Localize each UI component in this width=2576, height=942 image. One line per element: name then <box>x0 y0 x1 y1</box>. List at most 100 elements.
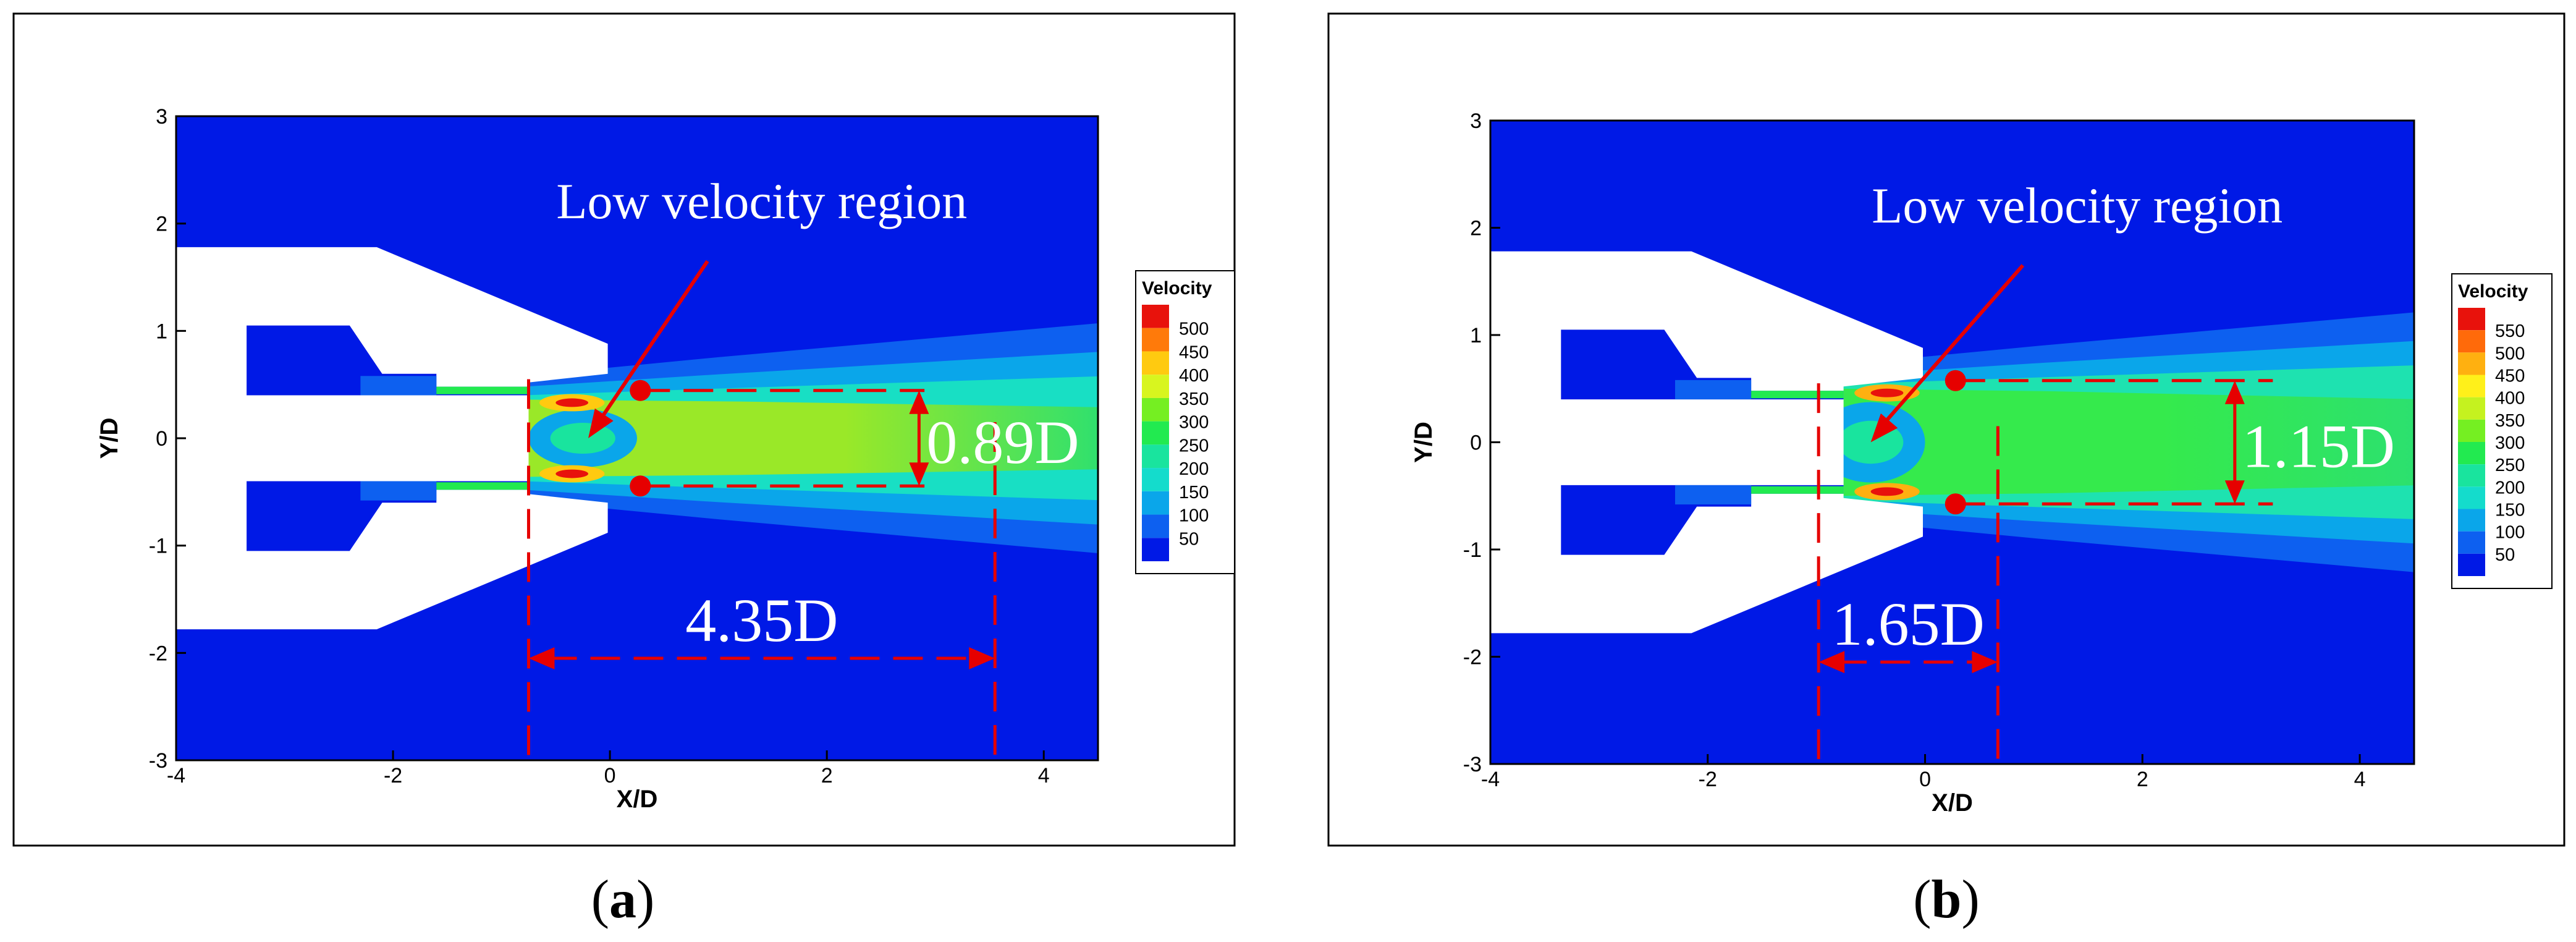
legend-swatch <box>2458 486 2485 509</box>
nozzle-stream-inner <box>1751 486 1844 494</box>
width-arrowhead <box>909 390 929 414</box>
y-tick-label: -2 <box>1463 646 1482 669</box>
legend-level-label: 50 <box>1179 529 1199 549</box>
x-tick-label: -2 <box>1699 768 1717 791</box>
legend-swatch <box>2458 509 2485 532</box>
x-tick-label: 0 <box>1919 768 1931 791</box>
legend-level-label: 300 <box>1179 413 1209 433</box>
region-pointer-head <box>1870 413 1898 443</box>
legend-level-label: 250 <box>2495 456 2525 475</box>
y-tick-label: -1 <box>1463 538 1482 562</box>
legend-level-label: 400 <box>1179 366 1209 386</box>
boundary-marker <box>1945 493 1966 515</box>
shear-hotspot-peak <box>555 398 589 407</box>
legend-swatch <box>2458 442 2485 465</box>
legend-swatch <box>2458 375 2485 397</box>
width-arrowhead <box>2224 480 2245 504</box>
length-arrowhead <box>1818 651 1845 674</box>
legend-level-label: 50 <box>2495 545 2515 565</box>
legend-swatch <box>1142 514 1169 538</box>
region-pointer-line <box>595 260 709 426</box>
nozzle-stream-inner <box>436 482 529 490</box>
x-tick-label: 4 <box>2354 768 2366 791</box>
region-pointer-head <box>588 408 614 438</box>
caption-b-letter: b <box>1931 870 1962 930</box>
legend-swatch <box>1142 421 1169 445</box>
region-pointer-line <box>1878 264 2025 430</box>
x-tick-label: 0 <box>604 764 616 787</box>
x-axis-label: X/D <box>1932 789 1973 817</box>
injector-passage-bottom <box>247 481 529 551</box>
x-axis-label: X/D <box>617 786 658 813</box>
nozzle-stream-inner <box>436 386 529 394</box>
legend-level-label: 350 <box>2495 411 2525 431</box>
legend-swatch <box>2458 397 2485 420</box>
legend-level-label: 100 <box>1179 506 1209 526</box>
caption-a: (a) <box>591 870 655 930</box>
y-tick-label: 1 <box>156 320 167 343</box>
caption-b: (b) <box>1913 870 1980 930</box>
legend-swatch <box>2458 308 2485 331</box>
legend-swatch <box>1142 305 1169 328</box>
jet-core <box>523 399 1098 477</box>
y-axis-label: Y/D <box>1410 422 1437 463</box>
legend-swatch <box>1142 538 1169 561</box>
x-tick-label: -4 <box>1481 768 1500 791</box>
legend-level-label: 200 <box>2495 478 2525 498</box>
y-tick-label: -3 <box>149 749 167 773</box>
legend-level-label: 250 <box>1179 436 1209 456</box>
legend-level-label: 200 <box>1179 459 1209 479</box>
y-tick-label: 0 <box>1470 431 1482 455</box>
legend-level-label: 550 <box>2495 321 2525 341</box>
chart-panel-b: -4 -2 0 2 4 -3 -2 -1 0 1 2 3 X/D Y/D 1.65D 1.15D Low vel… <box>1327 12 2565 847</box>
length-label: 4.35D <box>685 586 838 655</box>
y-axis-label: Y/D <box>96 418 123 459</box>
y-tick-label: 3 <box>156 105 167 129</box>
x-tick-label: 4 <box>1038 764 1050 787</box>
legend-swatch <box>1142 328 1169 352</box>
nozzle-stream-inner <box>1751 391 1844 399</box>
legend-level-label: 350 <box>1179 389 1209 409</box>
injector-passage-bottom <box>1561 485 1844 555</box>
legend-swatch <box>1142 397 1169 422</box>
legend-level-label: 500 <box>2495 344 2525 363</box>
x-tick-label: 2 <box>821 764 833 787</box>
y-tick-label: -1 <box>149 535 167 558</box>
width-label: 0.89D <box>926 408 1079 477</box>
legend-swatch <box>1142 375 1169 398</box>
boundary-marker <box>630 380 651 401</box>
y-tick-label: 3 <box>1470 109 1482 133</box>
legend-swatch <box>2458 464 2485 487</box>
legend-level-label: 300 <box>2495 433 2525 453</box>
shear-hotspot-peak <box>1870 487 1904 496</box>
shear-hotspot-peak <box>555 469 589 478</box>
legend-swatch <box>2458 531 2485 554</box>
legend-level-label: 100 <box>2495 523 2525 543</box>
legend-swatch <box>2458 330 2485 353</box>
y-tick-label: -2 <box>149 642 167 665</box>
legend-swatch <box>2458 553 2485 576</box>
y-tick-label: 2 <box>156 213 167 236</box>
legend-swatch <box>1142 444 1169 469</box>
legend-level-label: 500 <box>1179 320 1209 339</box>
legend-swatch <box>1142 491 1169 515</box>
legend-swatch <box>2458 419 2485 442</box>
velocity-field <box>176 116 1098 760</box>
y-tick-label: 2 <box>1470 217 1482 240</box>
chart-panel-a: -4 -2 0 2 4 -3 -2 -1 0 1 2 3 X/D Y/D 4.35D 0.89D Low vel… <box>12 12 1236 847</box>
x-tick-label: -4 <box>167 764 185 787</box>
width-label: 1.15D <box>2242 412 2395 481</box>
region-label: Low velocity region <box>1872 177 2283 234</box>
width-arrowhead <box>909 462 929 486</box>
legend-level-label: 150 <box>2495 501 2525 520</box>
legend-swatch <box>1142 468 1169 491</box>
y-tick-label: 1 <box>1470 324 1482 347</box>
boundary-marker <box>630 475 651 497</box>
length-arrowhead <box>969 647 995 670</box>
legend-level-label: 150 <box>1179 483 1209 503</box>
passage-neck-bottom <box>360 481 437 501</box>
legend-title: Velocity <box>2458 281 2528 302</box>
jet-core <box>1838 388 2414 496</box>
legend-level-label: 450 <box>1179 342 1209 362</box>
